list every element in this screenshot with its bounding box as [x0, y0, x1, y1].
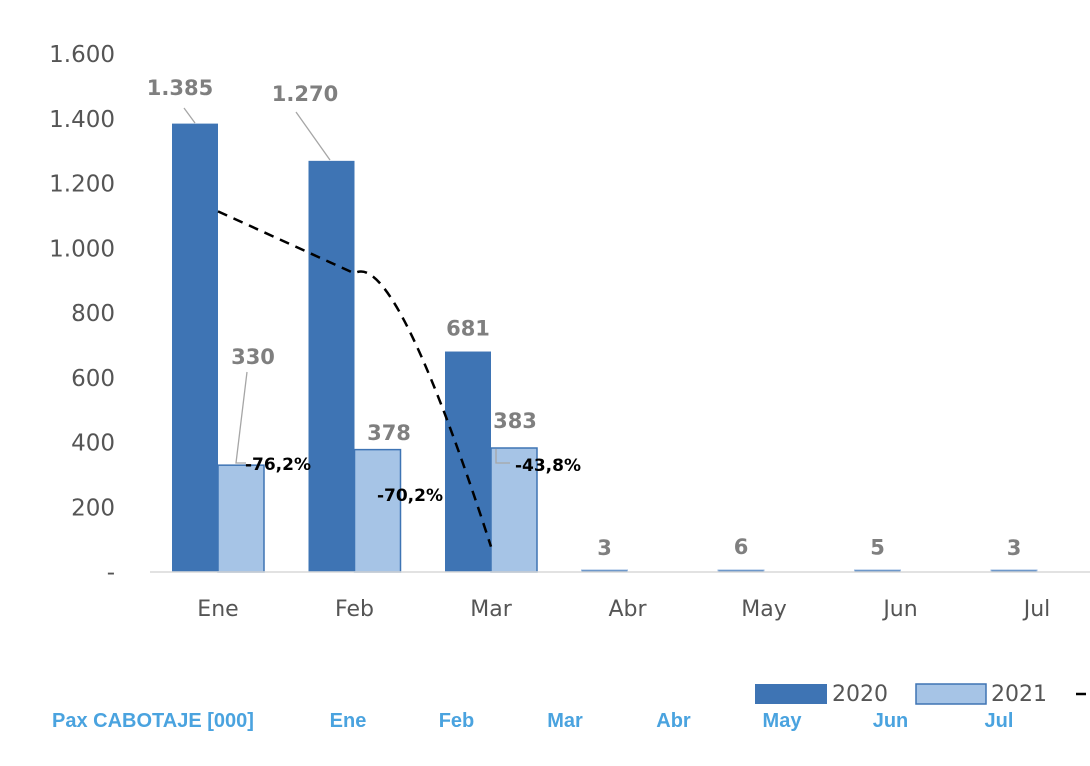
table-row-label: Pax CABOTAJE [000] — [52, 710, 254, 732]
x-tick-label: Mar — [470, 597, 512, 622]
table-column-header: Jul — [985, 710, 1014, 732]
value-label-2020: 3 — [1007, 536, 1022, 560]
label-leader-lines — [183, 107, 510, 464]
y-tick-label: 1.200 — [49, 172, 115, 198]
bar-2020-Feb — [308, 160, 355, 572]
y-tick-label: 1.600 — [49, 42, 115, 68]
legend-label-2020: 2020 — [832, 682, 888, 707]
value-labels: 1.385 1.270 681 3 6 5 3 330 378 383 — [147, 76, 1022, 560]
value-label-2020: 3 — [597, 536, 612, 560]
table-column-header: May — [763, 710, 803, 732]
percent-change-label: -70,2% — [377, 486, 443, 506]
value-label-2020: 6 — [734, 535, 749, 559]
x-tick-label: Feb — [335, 597, 374, 622]
leader-line — [235, 371, 248, 464]
x-axis-ticks: Ene Feb Mar Abr May Jun Jul — [197, 597, 1050, 622]
table-column-header: Ene — [330, 710, 367, 732]
legend-swatch-2020 — [755, 684, 827, 704]
leader-line — [495, 449, 510, 464]
bars — [172, 123, 1038, 573]
table-column-header: Mar — [547, 710, 583, 732]
y-tick-label: 600 — [71, 366, 115, 392]
bar-2021-Ene — [217, 464, 265, 573]
table-column-header: Jun — [873, 710, 909, 732]
change-line — [217, 210, 493, 548]
value-label-2020: 1.270 — [272, 82, 338, 106]
percent-change-label: -76,2% — [245, 455, 311, 475]
value-label-2020: 1.385 — [147, 76, 213, 100]
x-tick-label: May — [741, 597, 786, 622]
percent-change-label: -43,8% — [515, 456, 581, 476]
leader-line — [295, 111, 331, 161]
value-label-2021: 378 — [367, 421, 411, 445]
value-label-2020: 681 — [446, 317, 490, 341]
y-tick-label: 1.400 — [49, 107, 115, 133]
x-tick-label: Ene — [197, 597, 238, 622]
x-tick-label: Jul — [1022, 597, 1051, 622]
table-column-header: Abr — [656, 710, 691, 732]
y-tick-label: 800 — [71, 301, 115, 327]
x-tick-label: Abr — [608, 597, 647, 622]
value-label-2021: 330 — [231, 345, 275, 369]
leader-line — [183, 107, 196, 124]
data-table-header: Pax CABOTAJE [000] Ene Feb Mar Abr May Jun Jul — [52, 710, 1013, 732]
y-axis-ticks: - 200 400 600 800 1.000 1.200 1.400 1.600 — [49, 42, 115, 586]
y-tick-label: 200 — [71, 495, 115, 521]
bar-2021-Feb — [353, 448, 402, 573]
y-tick-label: - — [107, 560, 115, 586]
legend-label-2021: 2021 — [991, 682, 1047, 707]
x-tick-label: Jun — [881, 597, 917, 622]
value-label-2021: 383 — [493, 409, 537, 433]
bar-2020-Ene — [172, 123, 218, 572]
bar-2021-Mar — [490, 447, 538, 573]
legend: 2020 2021 — [755, 682, 1090, 707]
y-tick-label: 400 — [71, 431, 115, 457]
y-tick-label: 1.000 — [49, 236, 115, 262]
value-label-2020: 5 — [870, 535, 885, 559]
bar-2020-Mar — [445, 351, 491, 572]
table-column-header: Feb — [439, 710, 475, 732]
legend-swatch-2021 — [915, 683, 987, 705]
percent-labels: -76,2% -70,2% -43,8% — [245, 455, 581, 506]
